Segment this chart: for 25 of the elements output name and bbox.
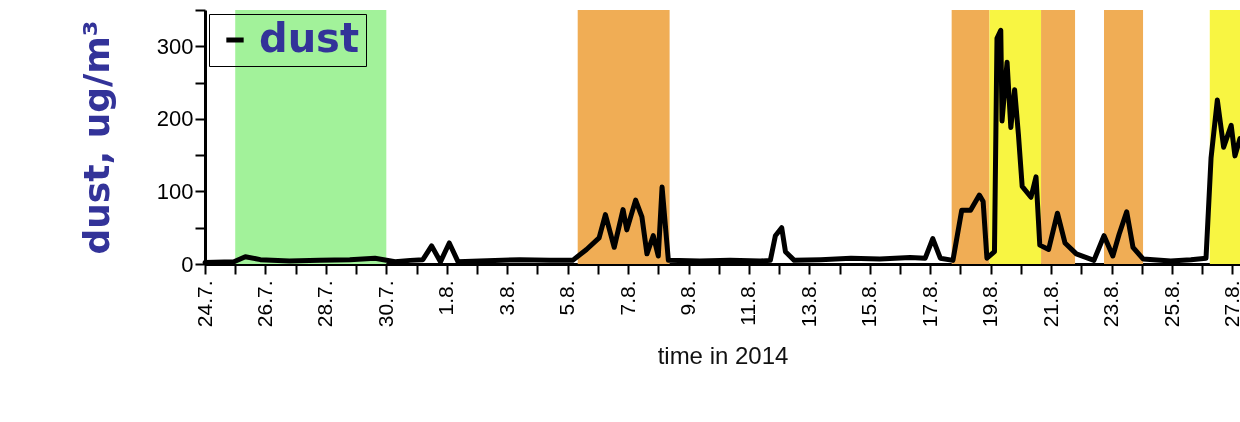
x-tick-label: 27.8. [1219,280,1240,328]
x-tick-label: 21.8. [1038,280,1062,328]
x-tick-label: 3.8. [494,280,518,316]
x-tick-label: 19.8. [978,280,1002,328]
x-tick-label: 1.8. [434,280,458,316]
x-tick-label: 30.7. [373,280,397,328]
x-tick-label: 17.8. [917,280,941,328]
x-tick-label: 28.7. [313,280,337,328]
x-tick-label: 5.8. [555,280,579,316]
x-tick-label: 26.7. [252,280,276,328]
y-tick-label: 300 [156,33,194,59]
x-tick-label: 23.8. [1099,280,1123,328]
y-tick-label: 200 [156,106,194,132]
y-tick-label: 0 [181,251,194,277]
y-tick-label: 100 [156,178,194,204]
y-axis-title: dust, ug/m³ [75,20,117,255]
x-axis-title: time in 2014 [657,342,789,370]
x-tick-label: 11.8. [736,280,760,326]
legend-label: dust [259,15,360,61]
x-tick-label: 24.7. [192,280,216,328]
x-tick-label: 25.8. [1159,280,1183,328]
x-tick-label: 9.8. [676,280,699,316]
x-tick-label: 15.8. [857,280,881,328]
x-tick-label: 13.8. [796,280,820,328]
x-tick-label: 7.8. [615,280,639,316]
